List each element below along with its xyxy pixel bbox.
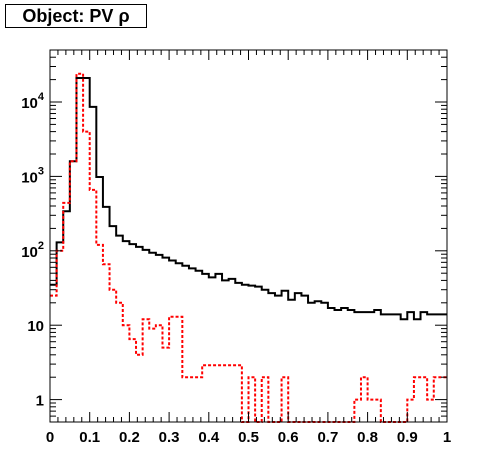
chart-title: Object: PV ρ <box>5 4 147 28</box>
series-line-black-solid <box>50 77 447 321</box>
y-tick-label: 104 <box>21 91 45 112</box>
x-tick-label: 0.9 <box>397 429 418 446</box>
y-tick-label: 10 <box>27 318 44 335</box>
x-tick-label: 0.4 <box>198 429 220 446</box>
x-tick-label: 0.6 <box>278 429 299 446</box>
y-tick-label: 103 <box>21 165 44 186</box>
series-layer <box>50 72 447 423</box>
x-tick-label: 0.5 <box>238 429 259 446</box>
x-tick-label: 0.3 <box>159 429 180 446</box>
x-tick-label: 0.2 <box>119 429 140 446</box>
series-line-red-dotted <box>50 72 447 423</box>
x-tick-label: 0.7 <box>317 429 338 446</box>
x-tick-label: 1 <box>443 429 451 446</box>
y-tick-label: 102 <box>21 240 44 261</box>
x-tick-label: 0 <box>46 429 54 446</box>
x-tick-label: 0.1 <box>79 429 100 446</box>
x-tick-label: 0.8 <box>357 429 378 446</box>
y-tick-label: 1 <box>36 393 44 410</box>
axis-layer: 0 0.1 0.2 0.3 0.4 0.5 0.6 0.7 0.8 0.9 1 1 10 102 103 10… <box>21 49 451 446</box>
plot-frame <box>49 49 448 423</box>
